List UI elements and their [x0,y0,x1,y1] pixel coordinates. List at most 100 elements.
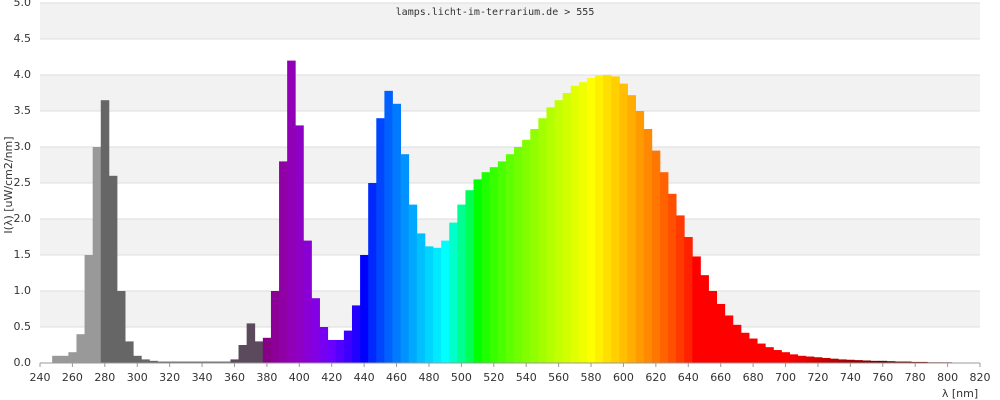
spectrum-bar [724,315,734,363]
y-tick-label: 4.5 [14,32,32,45]
spectrum-bar [522,139,531,363]
spectrum-bar [530,129,539,363]
spectrum-bar [554,100,564,363]
x-tick-label: 680 [743,371,764,384]
spectrum-bar [773,350,782,363]
spectrum-bar [262,337,272,363]
spectrum-bar [246,323,256,363]
spectrum-bar [279,161,288,363]
x-tick-label: 360 [224,371,245,384]
spectrum-bar [149,360,158,363]
spectrum-bar [449,222,458,363]
spectrum-bar [862,360,872,363]
x-tick-label: 640 [678,371,699,384]
spectrum-bar [497,161,507,363]
y-tick-label: 0.0 [14,356,32,369]
x-tick-label: 320 [159,371,180,384]
x-tick-label: 540 [516,371,537,384]
x-tick-label: 660 [710,371,731,384]
spectrum-bar [505,154,515,363]
y-tick-label: 1.0 [14,284,32,297]
y-tick-label: 2.5 [14,176,32,189]
spectrum-bar [84,255,94,363]
spectrum-bar [408,204,418,363]
x-tick-label: 560 [548,371,569,384]
x-tick-label: 400 [289,371,310,384]
x-tick-label: 480 [418,371,439,384]
spectrum-bar [740,332,750,363]
spectrum-bar [846,359,855,363]
spectrum-bar [360,255,369,363]
y-tick-label: 4.0 [14,68,32,81]
spectrum-bar [619,83,628,363]
spectrum-bar [214,361,223,363]
spectrum-bar [595,75,604,363]
spectrum-bar [254,341,264,363]
spectrum-bar [886,361,896,363]
spectrum-bar [238,345,248,363]
x-tick-label: 260 [62,371,83,384]
spectrum-bar [230,359,239,363]
spectrum-bar [716,303,726,363]
spectrum-bar [570,85,580,364]
spectrum-bar [270,291,280,363]
spectrum-bar [108,175,118,363]
spectrum-bar [206,361,215,363]
x-tick-label: 240 [30,371,51,384]
spectrum-bar [189,361,199,363]
x-tick-label: 300 [127,371,148,384]
x-tick-label: 580 [581,371,602,384]
spectrum-bar [335,339,345,363]
spectrum-bar [692,256,701,363]
spectrum-bar [651,150,661,363]
spectrum-bar [343,330,353,363]
spectrum-bar [351,305,361,363]
spectrum-bar [611,76,620,363]
spectrum-bar [295,125,304,364]
x-tick-label: 780 [905,371,926,384]
y-tick-label: 3.0 [14,140,32,153]
spectrum-bar [830,358,839,363]
y-tick-label: 5.0 [14,0,32,9]
spectrum-bar [327,339,337,363]
spectrum-bar [562,93,572,363]
spectrum-bar [781,352,790,363]
spectrum-bar [757,343,766,363]
spectrum-bar [125,341,134,363]
chart-title: lamps.licht-im-terrarium.de > 555 [396,7,595,18]
spectrum-bar [473,179,483,363]
x-tick-label: 340 [192,371,213,384]
spectrum-bar [586,77,596,363]
spectrum-bar [100,100,110,363]
x-tick-label: 600 [613,371,634,384]
spectrum-bar [894,361,904,363]
spectrum-bar [903,361,912,363]
spectrum-bar [765,347,774,363]
spectrum-bar [116,291,126,363]
x-tick-label: 440 [354,371,375,384]
spectrum-bar [870,360,880,363]
x-tick-label: 700 [775,371,796,384]
spectrum-bar [433,247,442,363]
spectrum-bar [805,356,815,363]
y-tick-label: 0.5 [14,320,32,333]
spectrum-bar [481,172,491,363]
spectrum-bar [303,240,312,363]
x-tick-label: 620 [645,371,666,384]
spectrum-bar [514,147,523,363]
spectrum-bar [538,118,547,363]
spectrum-bar [732,324,742,363]
x-tick-label: 800 [937,371,958,384]
spectrum-bar [465,190,474,363]
spectrum-bar [141,359,150,363]
spectrum-bar [821,357,831,363]
spectrum-bar [489,167,499,363]
spectrum-bar [92,147,102,363]
spectrum-bar [700,275,709,363]
y-tick-label: 3.5 [14,104,32,117]
spectrum-bar [400,154,410,363]
spectrum-bar [181,361,191,363]
spectrum-bar [287,60,296,363]
spectrum-bar [222,361,231,363]
